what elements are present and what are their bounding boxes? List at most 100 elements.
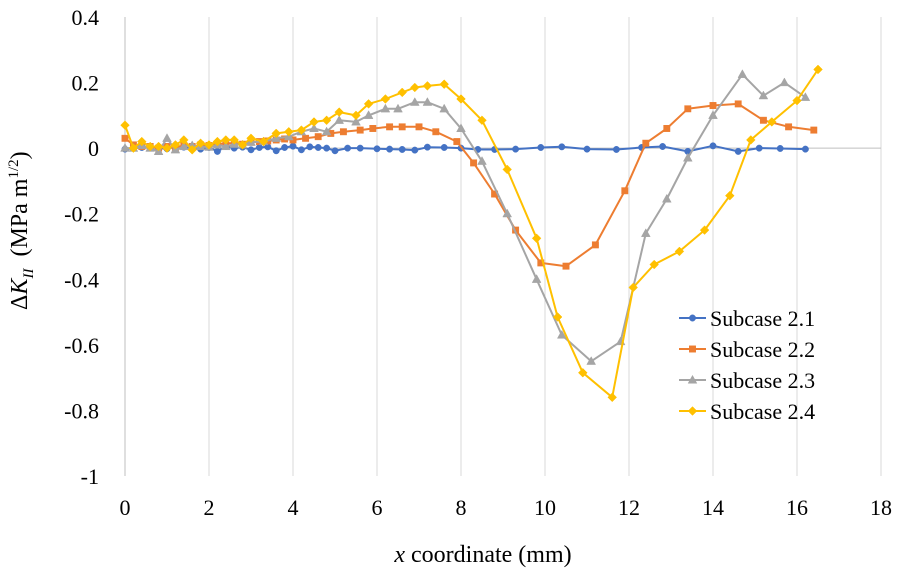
data-point <box>583 145 591 153</box>
data-point <box>422 97 433 106</box>
data-point <box>120 143 130 152</box>
data-point <box>586 356 597 365</box>
data-point <box>314 144 322 151</box>
data-point <box>661 193 672 203</box>
data-point <box>363 110 374 119</box>
legend-item-4: Subcase 2.4 <box>679 399 815 424</box>
data-point <box>621 187 629 195</box>
y-axis-title: ΔKII (MPa m1/2) <box>6 151 38 310</box>
data-point <box>684 105 692 113</box>
data-point <box>284 126 294 137</box>
legend-label: Subcase 2.2 <box>710 337 815 362</box>
x-tick-label: 18 <box>870 495 892 520</box>
data-point <box>776 145 784 152</box>
data-point <box>309 123 319 133</box>
data-point <box>734 147 742 155</box>
data-point <box>296 125 307 135</box>
data-point <box>170 140 181 150</box>
data-point <box>779 77 790 87</box>
data-point <box>272 147 280 155</box>
y-tick-label: 0.4 <box>72 5 100 30</box>
data-point <box>470 159 478 167</box>
data-point <box>386 123 394 131</box>
data-point <box>339 128 347 136</box>
data-point <box>255 144 263 151</box>
data-point <box>334 115 345 124</box>
data-point <box>759 116 767 124</box>
y-tick-label: 0.2 <box>72 71 100 96</box>
y-tick-label: 0 <box>88 136 99 161</box>
data-point <box>363 99 374 109</box>
data-point <box>813 64 823 75</box>
data-point <box>221 135 231 145</box>
data-point <box>456 123 466 133</box>
data-point <box>725 190 735 201</box>
data-point <box>440 144 448 151</box>
data-point <box>356 126 364 134</box>
y-axis-sub: II <box>20 268 37 279</box>
legend-item-1: Subcase 2.1 <box>679 306 815 331</box>
data-point <box>801 145 809 153</box>
data-point <box>386 145 394 153</box>
vertical-gridlines <box>124 17 882 476</box>
data-point <box>246 133 256 144</box>
data-point <box>502 208 513 218</box>
x-tick-label: 0 <box>120 495 131 520</box>
data-point <box>212 136 223 147</box>
legend-marker <box>689 314 696 322</box>
x-tick-label: 4 <box>288 495 299 520</box>
data-point <box>179 135 189 145</box>
data-point <box>302 134 310 142</box>
y-tick-label: -1 <box>81 464 99 489</box>
data-point <box>674 246 685 257</box>
data-point <box>591 241 599 249</box>
data-point <box>578 367 588 378</box>
data-point <box>331 147 339 155</box>
data-point <box>398 146 406 153</box>
data-point <box>562 262 570 270</box>
data-point <box>502 164 512 175</box>
data-point <box>556 329 567 339</box>
y-axis-unit-open: (MPa m <box>7 178 33 257</box>
data-point <box>237 140 248 150</box>
x-tick-label: 6 <box>372 495 383 520</box>
data-point <box>785 123 793 131</box>
data-point <box>422 81 433 91</box>
data-point <box>682 152 693 162</box>
y-axis-unit-close: ) <box>7 151 33 160</box>
legend-marker <box>687 406 698 416</box>
data-point <box>558 143 566 151</box>
data-point <box>432 128 440 136</box>
data-point <box>271 128 281 139</box>
x-tick-label: 14 <box>702 495 724 520</box>
legend-item-3: Subcase 2.3 <box>679 368 815 393</box>
data-point <box>709 142 717 150</box>
legend-label: Subcase 2.3 <box>710 368 815 393</box>
data-point <box>162 143 172 153</box>
y-axis-sup: 1/2 <box>6 159 22 179</box>
data-point <box>314 133 322 141</box>
x-axis-title: x coordinate (mm) <box>393 542 571 568</box>
data-point <box>800 92 811 101</box>
x-tick-label: 8 <box>456 495 467 520</box>
data-point <box>120 120 130 130</box>
data-point <box>398 123 406 131</box>
data-point <box>531 233 542 244</box>
data-point <box>356 144 364 152</box>
x-axis-var: x <box>393 542 405 568</box>
data-point <box>607 392 617 403</box>
x-tick-label: 12 <box>618 495 640 520</box>
data-point <box>453 138 461 146</box>
series-group <box>120 64 823 403</box>
legend-marker <box>689 345 696 353</box>
data-point <box>178 141 189 151</box>
data-point <box>810 126 818 134</box>
data-point <box>456 94 466 104</box>
data-point <box>734 100 742 108</box>
data-point <box>477 115 487 126</box>
data-point <box>640 228 651 237</box>
data-point <box>247 146 255 154</box>
x-axis-rest: coordinate (mm) <box>405 542 572 568</box>
data-point <box>628 282 638 293</box>
